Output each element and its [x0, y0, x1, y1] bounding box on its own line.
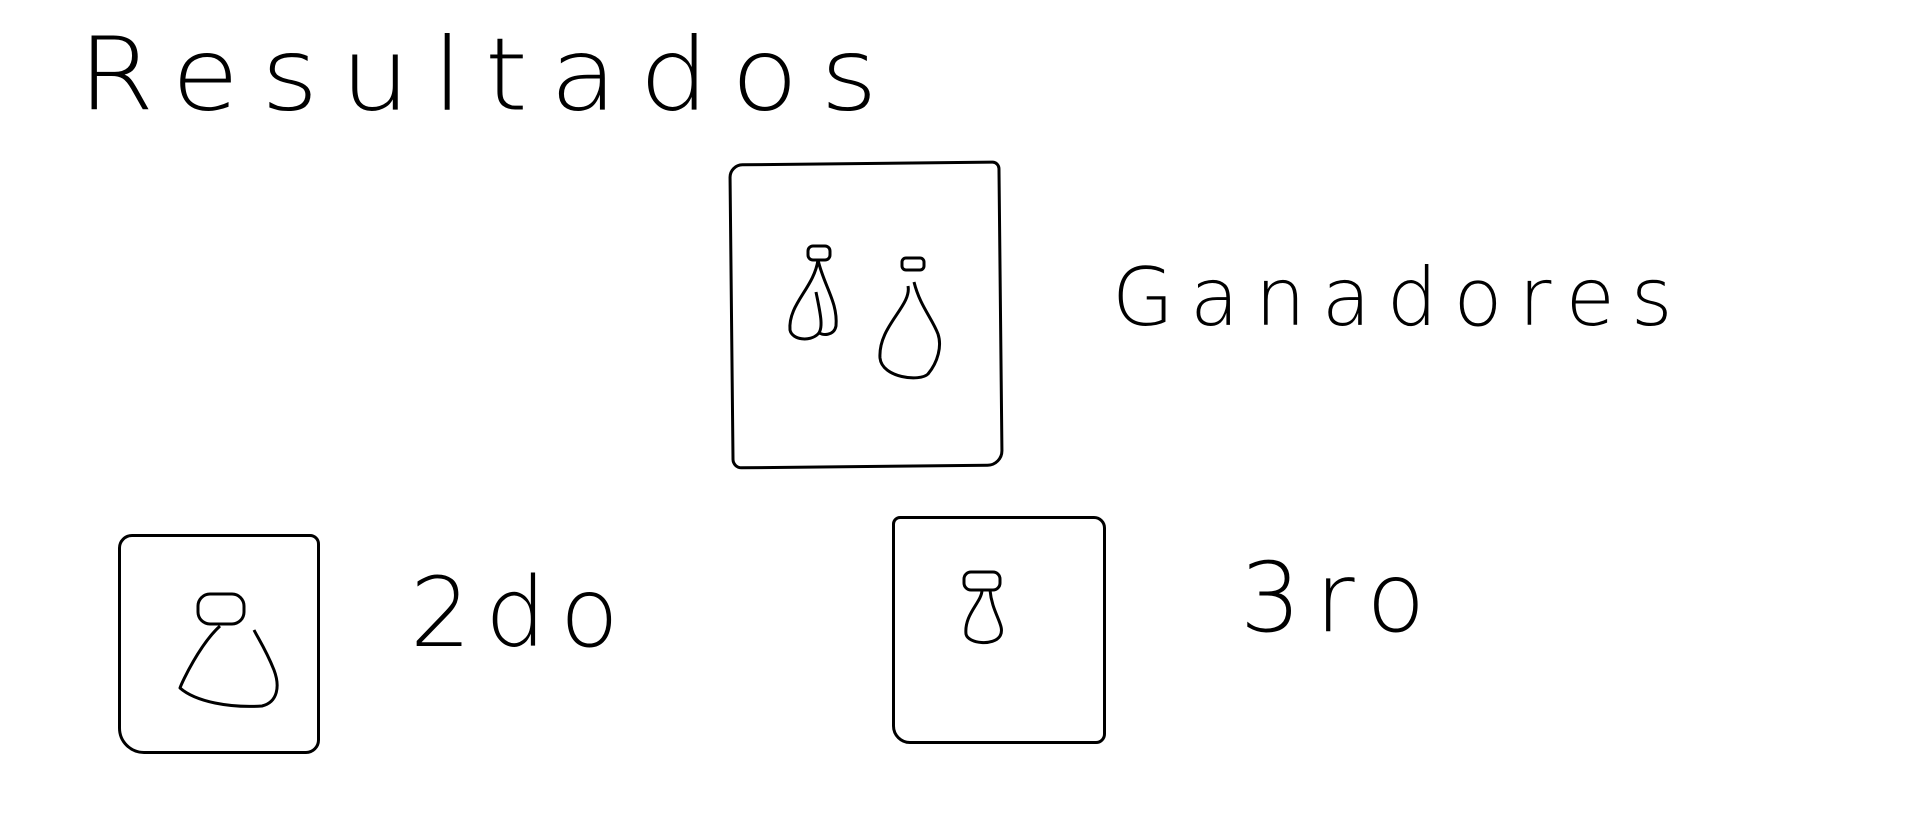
third-place-label: 3ro [1240, 550, 1439, 646]
second-place-label: 2do [410, 565, 633, 661]
person-icon [170, 590, 290, 720]
person-icon [780, 240, 850, 350]
person-icon [956, 566, 1026, 666]
winners-label: Ganadores [1112, 258, 1689, 338]
winners-avatar-box[interactable] [728, 161, 1003, 470]
person-icon [872, 254, 952, 384]
page-title: Resultados [78, 24, 900, 125]
